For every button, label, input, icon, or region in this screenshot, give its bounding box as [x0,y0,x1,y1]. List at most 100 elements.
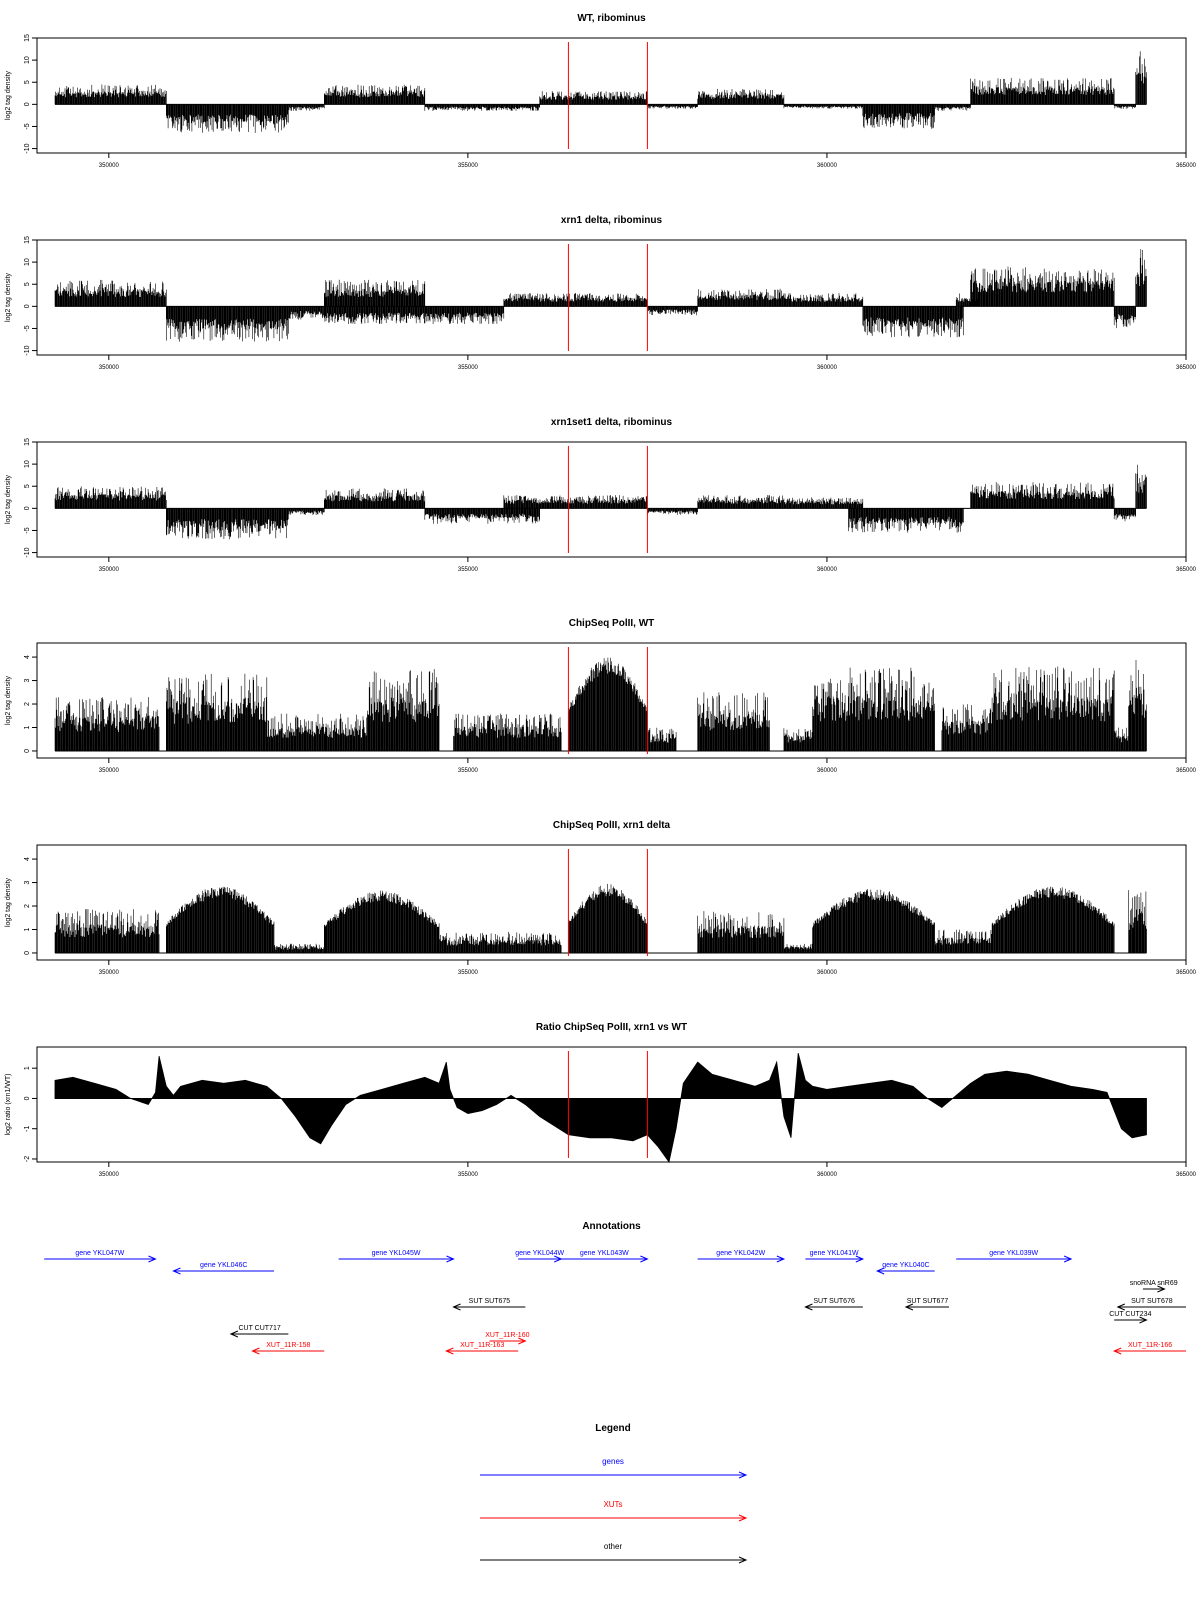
y-tick-label: 1 [24,725,31,729]
y-tick-label: 5 [24,282,31,286]
annotation-label: gene YKL043W [580,1250,629,1257]
y-tick-label: 0 [24,749,31,753]
annotation-feature: gene YKL039W [956,1250,1073,1263]
x-tick-label: 360000 [817,1172,838,1178]
feature-arrow-head [251,1347,260,1355]
legend-label: other [604,1542,623,1551]
x-tick-label: 355000 [458,365,479,371]
y-tick-label: 10 [24,56,31,64]
x-tick-label: 360000 [817,163,838,169]
y-tick-label: 0 [24,506,31,510]
signal-bars [54,464,1147,540]
y-tick-label: -10 [24,345,31,355]
legend-item: other [480,1542,748,1564]
x-tick-label: 365000 [1176,1172,1197,1178]
annotation-label: gene YKL042W [716,1250,765,1257]
y-tick-label: 0 [24,1096,31,1100]
x-tick-label: 355000 [458,567,479,573]
x-tick-label: 350000 [99,567,120,573]
feature-arrow-head [738,1514,748,1522]
feature-arrow-head [1112,1347,1122,1355]
feature-arrow-head [1157,1285,1166,1293]
y-tick-label: 15 [24,438,31,446]
y-tick-label: 2 [24,904,31,908]
feature-arrow-head [904,1303,914,1311]
y-tick-label: 5 [24,484,31,488]
x-tick-label: 365000 [1176,768,1197,774]
annotation-label: XUT_11R-166 [1128,1342,1172,1349]
feature-arrow-head [1116,1303,1125,1311]
y-tick-label: -5 [24,527,31,533]
legend-item: XUTs [480,1500,748,1522]
feature-arrow-head [855,1255,865,1263]
signal-bars [54,657,1147,751]
x-tick-label: 350000 [99,768,120,774]
annotation-label: XUT_11R-160 [485,1332,529,1339]
chart-title: ChipSeq PolII, WT [569,618,655,629]
chart-title: xrn1set1 delta, ribominus [551,417,673,428]
plot-frame [36,239,1187,356]
y-tick-label: -1 [24,1125,31,1131]
annotation-feature: gene YKL041W [805,1250,865,1263]
feature-arrow-head [1139,1316,1148,1324]
y-tick-label: 2 [24,702,31,706]
annotation-feature: SUT SUT677 [904,1298,950,1311]
annotation-feature: XUT_11R-158 [251,1342,325,1355]
annotation-label: CUT CUT234 [1109,1311,1151,1318]
y-axis-label: log2 tag density [5,474,12,524]
signal-bars [54,883,1147,953]
x-tick-label: 360000 [817,970,838,976]
feature-arrow-head [445,1347,454,1355]
y-axis-label: log2 tag density [5,877,12,927]
chart-panel-3: xrn1set1 delta, ribominus -10 -5 0 5 10 15 log2… [5,417,1197,573]
x-tick-label: 350000 [99,1172,120,1178]
y-tick-label: -2 [24,1156,31,1162]
feature-arrow-head [776,1255,786,1263]
feature-arrow-head [446,1255,455,1263]
annotation-label: gene YKL040C [882,1262,929,1269]
annotation-feature: gene YKL044W [515,1250,565,1263]
annotation-feature: SUT SUT676 [804,1298,863,1311]
annotation-label: snoRNA snR69 [1130,1280,1178,1287]
annotation-label: gene YKL039W [989,1250,1038,1257]
chart-panel-5: ChipSeq PolII, xrn1 delta 0 1 2 3 4 log2 tag d… [5,820,1197,976]
annotation-feature: snoRNA snR69 [1130,1280,1178,1293]
y-tick-label: -5 [24,325,31,331]
legend-label: XUTs [603,1500,622,1509]
feature-arrow-head [738,1556,748,1564]
annotation-label: CUT CUT717 [238,1325,280,1332]
plot-frame [36,37,1187,154]
annotation-feature: CUT CUT717 [229,1325,289,1338]
x-tick-label: 355000 [458,970,479,976]
y-tick-label: 10 [24,460,31,468]
y-tick-label: 0 [24,102,31,106]
feature-arrow-head [148,1255,157,1263]
chart-panel-4: ChipSeq PolII, WT 0 1 2 3 4 log2 tag density 35… [5,618,1197,774]
annotation-feature: SUT SUT675 [452,1298,526,1311]
annotation-feature: gene YKL043W [561,1250,649,1263]
y-tick-label: 0 [24,304,31,308]
annotation-label: gene YKL046C [200,1262,247,1269]
feature-arrow-head [452,1303,461,1311]
chart-title: WT, ribominus [577,13,646,24]
legend-title: Legend [595,1423,631,1434]
signal-bars [54,249,1147,342]
y-axis-label: log2 tag density [5,70,12,120]
y-tick-label: 3 [24,881,31,885]
feature-arrow-head [229,1330,239,1338]
chart-title: Ratio ChipSeq PolII, xrn1 vs WT [536,1022,687,1033]
chart-title: xrn1 delta, ribominus [561,215,663,226]
x-tick-label: 365000 [1176,163,1197,169]
annotation-feature: gene YKL047W [44,1250,157,1263]
plot-frame [36,844,1187,961]
annotation-feature: SUT SUT678 [1116,1298,1186,1311]
feature-arrow-head [738,1471,748,1479]
feature-arrow-head [518,1337,527,1345]
annotation-label: SUT SUT675 [469,1298,511,1305]
annotation-label: gene YKL041W [810,1250,859,1257]
x-tick-label: 360000 [817,768,838,774]
chart-panel-1: WT, ribominus -10 -5 0 5 10 15 log2 tag density… [5,13,1197,169]
plot-frame [36,441,1187,558]
feature-arrow-head [1063,1255,1073,1263]
